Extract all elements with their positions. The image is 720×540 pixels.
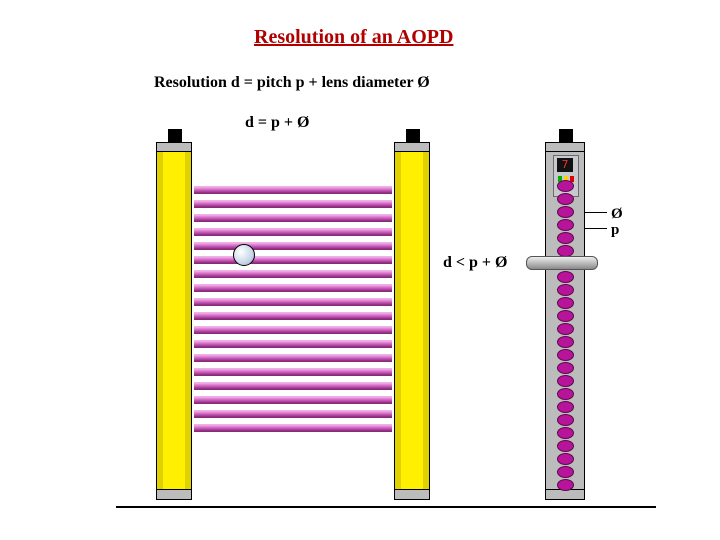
label-pitch: p (611, 222, 619, 239)
formula-mid: d < p + Ø (443, 254, 507, 272)
emitter-column-left (156, 129, 192, 498)
lens-column-right: 7 (545, 129, 585, 498)
leader-diameter (583, 212, 607, 213)
receiver-column-left (394, 129, 430, 498)
leader-pitch (583, 228, 607, 229)
formula-top: d = p + Ø (245, 114, 309, 132)
object-sphere (233, 244, 255, 266)
label-diameter: Ø (611, 206, 623, 223)
resolution-formula-line: Resolution d = pitch p + lens diameter Ø (154, 74, 430, 92)
page-title: Resolution of an AOPD (254, 26, 453, 49)
footer-rule (116, 506, 656, 508)
object-rod (526, 256, 598, 270)
